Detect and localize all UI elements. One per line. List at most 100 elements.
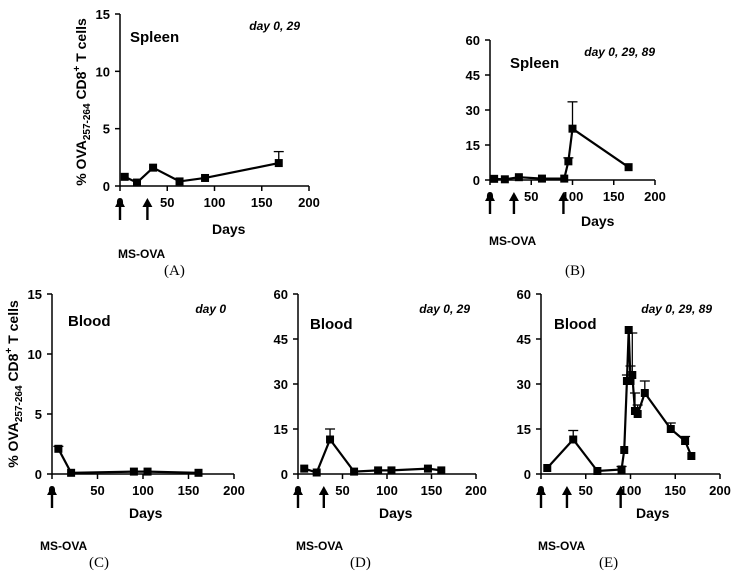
- y-axis-label-part: CD8: [73, 71, 89, 103]
- schedule-label: day 0, 29, 89: [584, 45, 655, 59]
- series-line: [494, 126, 630, 181]
- y-tick-label: 5: [35, 407, 42, 422]
- injection-arrow-icon: [318, 486, 329, 495]
- y-tick-label: 60: [274, 287, 288, 302]
- data-point: [687, 452, 696, 460]
- x-axis-label: Days: [379, 505, 413, 521]
- x-tick-label: 50: [160, 195, 174, 210]
- y-tick-label: 0: [35, 467, 42, 482]
- panel-d: 015304560050100150200Bloodday 0, 29DaysM…: [274, 287, 487, 571]
- x-tick-label: 200: [298, 195, 320, 210]
- x-axis-label: Days: [636, 505, 670, 521]
- data-point: [300, 464, 309, 473]
- x-tick-label: 50: [524, 189, 538, 204]
- data-point: [624, 326, 633, 334]
- series-line: [546, 329, 693, 473]
- y-tick-label: 0: [103, 179, 110, 194]
- data-point: [120, 172, 129, 181]
- y-tick-label: 30: [517, 377, 531, 392]
- x-tick-label: 200: [709, 483, 731, 498]
- injection-arrow-icon: [485, 192, 495, 201]
- schedule-label: day 0, 29: [419, 302, 470, 316]
- data-point: [149, 163, 158, 172]
- data-point: [537, 174, 546, 183]
- x-tick-label: 150: [603, 189, 625, 204]
- data-point: [387, 466, 396, 475]
- x-tick-label: 50: [579, 483, 593, 498]
- tissue-label: Blood: [68, 313, 111, 330]
- ms-ova-label: MS-OVA: [40, 539, 87, 553]
- data-point: [624, 163, 633, 172]
- y-tick-label: 10: [96, 64, 110, 79]
- data-point: [633, 410, 642, 418]
- x-tick-label: 200: [644, 189, 666, 204]
- x-tick-label: 100: [204, 195, 226, 210]
- data-point: [681, 437, 690, 445]
- tissue-label: Spleen: [130, 29, 179, 46]
- data-point: [500, 175, 509, 184]
- x-axis-label: Days: [129, 505, 163, 521]
- x-tick-label: 50: [90, 483, 104, 498]
- y-axis-label-part: CD8: [5, 353, 21, 385]
- y-tick-label: 0: [524, 467, 531, 482]
- y-axis-label-part: % OVA: [5, 422, 21, 468]
- injection-arrow-icon: [536, 486, 546, 495]
- tissue-label: Blood: [554, 316, 597, 333]
- injection-arrow-icon: [142, 198, 153, 207]
- x-axis-label: Days: [581, 213, 615, 229]
- data-point: [54, 444, 63, 453]
- data-point: [543, 464, 552, 472]
- y-axis-label-part: +: [72, 66, 83, 72]
- tissue-label: Spleen: [510, 55, 559, 72]
- y-tick-label: 0: [281, 467, 288, 482]
- panel-a: 051015050100150200Spleenday 0, 29DaysMS-…: [96, 7, 320, 279]
- y-tick-label: 60: [466, 33, 480, 48]
- y-axis-label-part: +: [4, 348, 15, 354]
- y-axis-label-part: T cells: [73, 18, 89, 66]
- y-tick-label: 45: [466, 68, 480, 83]
- y-tick-label: 45: [517, 332, 531, 347]
- schedule-label: day 0, 29: [249, 19, 300, 33]
- panel-caption: (B): [565, 263, 585, 279]
- data-point: [350, 467, 359, 476]
- x-tick-label: 100: [376, 483, 398, 498]
- injection-arrow-icon: [558, 192, 569, 201]
- data-point: [201, 173, 210, 182]
- data-point: [437, 466, 446, 475]
- schedule-label: day 0, 29, 89: [641, 302, 712, 316]
- x-tick-label: 150: [664, 483, 686, 498]
- x-axis-label: Days: [212, 221, 246, 237]
- injection-arrow-icon: [115, 198, 125, 207]
- data-point: [593, 467, 602, 475]
- data-point: [423, 464, 432, 473]
- data-point: [514, 173, 523, 182]
- data-point: [67, 468, 76, 477]
- x-tick-label: 150: [421, 483, 443, 498]
- y-tick-label: 60: [517, 287, 531, 302]
- data-point: [564, 157, 573, 166]
- data-point: [666, 425, 675, 433]
- data-point: [569, 435, 578, 444]
- injection-arrow-icon: [47, 486, 57, 495]
- y-axis-label-part: 257-264: [14, 385, 25, 422]
- x-tick-label: 200: [465, 483, 487, 498]
- data-point: [326, 435, 335, 444]
- data-point: [133, 178, 142, 187]
- y-tick-label: 30: [466, 103, 480, 118]
- data-point: [490, 174, 499, 183]
- injection-arrow-icon: [615, 486, 626, 495]
- data-point: [374, 466, 383, 475]
- x-tick-label: 150: [251, 195, 273, 210]
- data-point: [274, 159, 283, 168]
- data-point: [628, 371, 637, 379]
- injection-arrow-icon: [293, 486, 303, 495]
- panel-caption: (D): [350, 555, 371, 571]
- y-axis-label-top: % OVA257-264 CD8+ T cells: [72, 18, 93, 186]
- y-tick-label: 15: [517, 422, 531, 437]
- x-tick-label: 200: [223, 483, 245, 498]
- y-tick-label: 30: [274, 377, 288, 392]
- ms-ova-label: MS-OVA: [538, 539, 585, 553]
- y-tick-label: 45: [274, 332, 288, 347]
- y-tick-label: 5: [103, 122, 110, 137]
- panel-e: 015304560050100150200Bloodday 0, 29, 89D…: [517, 287, 731, 571]
